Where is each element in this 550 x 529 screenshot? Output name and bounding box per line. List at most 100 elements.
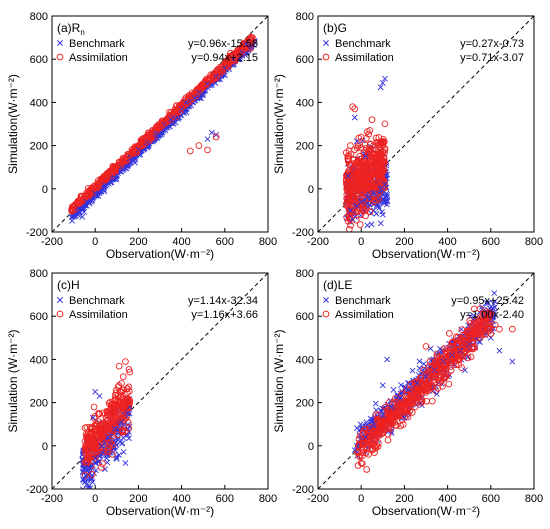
legend-benchmark-marker <box>57 297 63 303</box>
legend-assimilation-marker <box>56 310 64 318</box>
legend-equation: y=0.94x+2.15 <box>191 52 258 64</box>
y-tick-label: -200 <box>26 227 48 239</box>
plot-frame <box>51 15 269 233</box>
assimilation-point <box>90 414 98 422</box>
benchmark-point <box>376 205 383 211</box>
panel-d: -200 0 200 400 600 800 -200 0 200 400 600 800 Observ… <box>272 268 543 518</box>
assimilation-point <box>366 140 374 148</box>
y-tick-label: 800 <box>296 268 314 280</box>
benchmark-point <box>388 404 395 410</box>
benchmark-point <box>353 442 360 449</box>
y-tick-label: -200 <box>292 484 314 496</box>
assimilation-point <box>376 176 384 183</box>
assimilation-point <box>212 133 220 141</box>
benchmark-point <box>377 220 384 227</box>
benchmark-point <box>195 89 202 96</box>
assimilation-point <box>452 340 460 348</box>
assimilation-point <box>377 155 384 162</box>
assimilation-point <box>104 411 111 419</box>
point-cloud <box>68 33 258 224</box>
y-tick-label: -200 <box>292 227 314 239</box>
assimilation-point <box>355 442 363 450</box>
benchmark-point <box>120 434 127 441</box>
y-tick-label: 200 <box>30 398 48 410</box>
assimilation-point <box>364 182 372 190</box>
benchmark-point <box>187 98 194 105</box>
benchmark-point <box>170 120 177 127</box>
assimilation-point <box>195 87 203 94</box>
y-tick-label: 0 <box>308 441 314 453</box>
benchmark-point <box>381 197 388 204</box>
x-tick-label: 400 <box>172 493 190 505</box>
x-axis-label: Observation(W·m⁻²) <box>106 504 214 518</box>
benchmark-point <box>102 466 108 473</box>
assimilation-point <box>401 404 409 412</box>
assimilation-point <box>407 392 415 400</box>
assimilation-point <box>345 194 352 202</box>
assimilation-point <box>379 142 387 149</box>
benchmark-point <box>208 129 215 136</box>
assimilation-point <box>87 425 94 433</box>
benchmark-point <box>79 213 86 220</box>
benchmark-point <box>345 172 352 179</box>
benchmark-point <box>397 395 403 402</box>
panel-title-subscript: n <box>80 28 84 37</box>
benchmark-point <box>92 455 99 462</box>
assimilation-point <box>445 380 453 388</box>
assimilation-point <box>91 184 99 192</box>
legend-equation: y=1.14x-32.34 <box>188 295 258 307</box>
assimilation-point <box>371 442 378 450</box>
assimilation-point <box>105 400 113 407</box>
benchmark-point <box>509 358 516 365</box>
benchmark-point <box>433 391 440 397</box>
assimilation-point <box>147 135 155 142</box>
assimilation-point <box>373 196 381 204</box>
assimilation-point <box>369 438 377 445</box>
assimilation-point <box>378 168 385 176</box>
x-tick-label: -200 <box>41 493 63 505</box>
assimilation-point <box>366 423 374 431</box>
benchmark-point <box>371 421 378 428</box>
benchmark-point <box>401 414 408 421</box>
benchmark-point <box>85 485 92 489</box>
benchmark-point <box>384 356 391 363</box>
assimilation-point <box>178 103 185 111</box>
assimilation-point <box>363 466 371 473</box>
assimilation-point <box>459 345 467 352</box>
assimilation-point <box>195 142 203 149</box>
benchmark-point <box>75 211 81 218</box>
assimilation-point <box>117 160 125 168</box>
assimilation-point <box>363 161 371 169</box>
benchmark-point <box>105 180 112 187</box>
assimilation-point <box>152 128 160 135</box>
assimilation-point <box>362 207 369 214</box>
assimilation-point <box>365 130 373 138</box>
assimilation-point <box>358 460 366 467</box>
assimilation-point <box>87 462 95 470</box>
y-tick-label: 0 <box>308 184 314 196</box>
assimilation-point <box>99 430 107 438</box>
benchmark-point <box>379 211 386 218</box>
benchmark-point <box>118 440 125 447</box>
benchmark-point <box>126 435 132 442</box>
legend-series-name: Benchmark <box>69 295 125 307</box>
assimilation-point <box>486 325 494 333</box>
assimilation-point <box>354 142 362 150</box>
assimilation-point <box>230 55 237 63</box>
benchmark-point <box>85 466 92 473</box>
assimilation-point <box>111 391 119 399</box>
assimilation-point <box>345 152 353 159</box>
benchmark-point <box>196 95 203 102</box>
assimilation-point <box>380 136 387 143</box>
y-tick-label: 200 <box>30 141 48 153</box>
benchmark-point <box>103 455 110 461</box>
assimilation-point <box>475 319 483 327</box>
assimilation-point <box>408 409 416 416</box>
assimilation-point <box>416 386 423 393</box>
assimilation-point <box>346 190 354 197</box>
assimilation-point <box>347 221 354 229</box>
assimilation-point <box>111 412 118 419</box>
x-axis-label: Observation(W·m⁻²) <box>372 247 480 261</box>
assimilation-point <box>156 123 164 131</box>
y-tick-label: 600 <box>296 311 314 323</box>
